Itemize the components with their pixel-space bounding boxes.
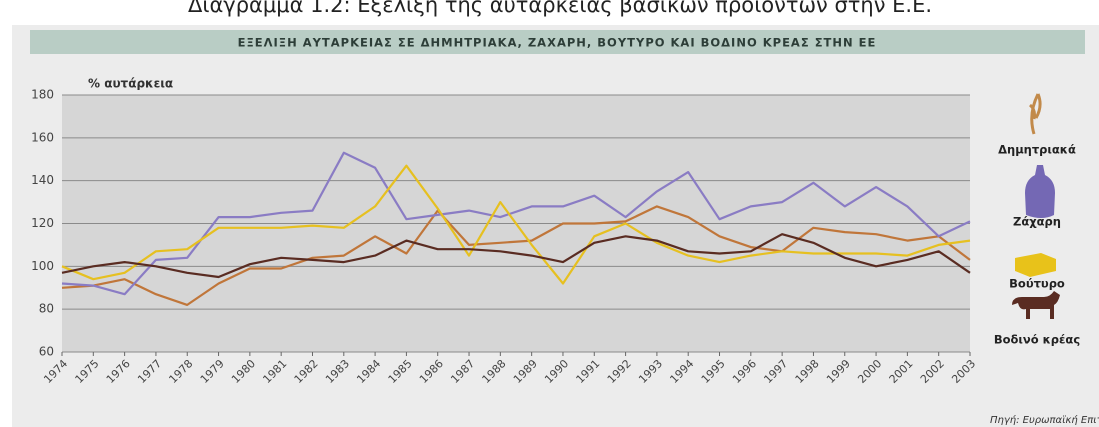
chart-title: ΕΞΕΛΙΞΗ ΑΥΤΑΡΚΕΙΑΣ ΣΕ ΔΗΜΗΤΡΙΑΚΑ, ΖΑΧΑΡΗ… [238, 36, 877, 50]
y-tick-label: 180 [31, 88, 54, 102]
legend-label: Δημητριακά [998, 143, 1076, 157]
y-tick-label: 80 [39, 302, 54, 316]
y-tick-label: 120 [31, 216, 54, 230]
legend-label: Βούτυρο [1009, 277, 1065, 291]
y-tick-label: 60 [39, 345, 54, 359]
source: Πηγή: Ευρωπαϊκή Επιτροπή, Eurostat [990, 414, 1099, 426]
legend-label: Βοδινό κρέας [994, 333, 1080, 347]
chart: Διάγραμμα 1.2: Εξέλιξη της αυτάρκειας βα… [0, 0, 1099, 427]
y-tick-label: 100 [31, 259, 54, 273]
y-axis-label: % αυτάρκεια [88, 77, 173, 91]
y-tick-label: 140 [31, 173, 54, 187]
legend-label: Ζάχαρη [1013, 215, 1061, 229]
y-tick-label: 160 [31, 130, 54, 144]
caption: Διάγραμμα 1.2: Εξέλιξη της αυτάρκειας βα… [188, 0, 932, 17]
